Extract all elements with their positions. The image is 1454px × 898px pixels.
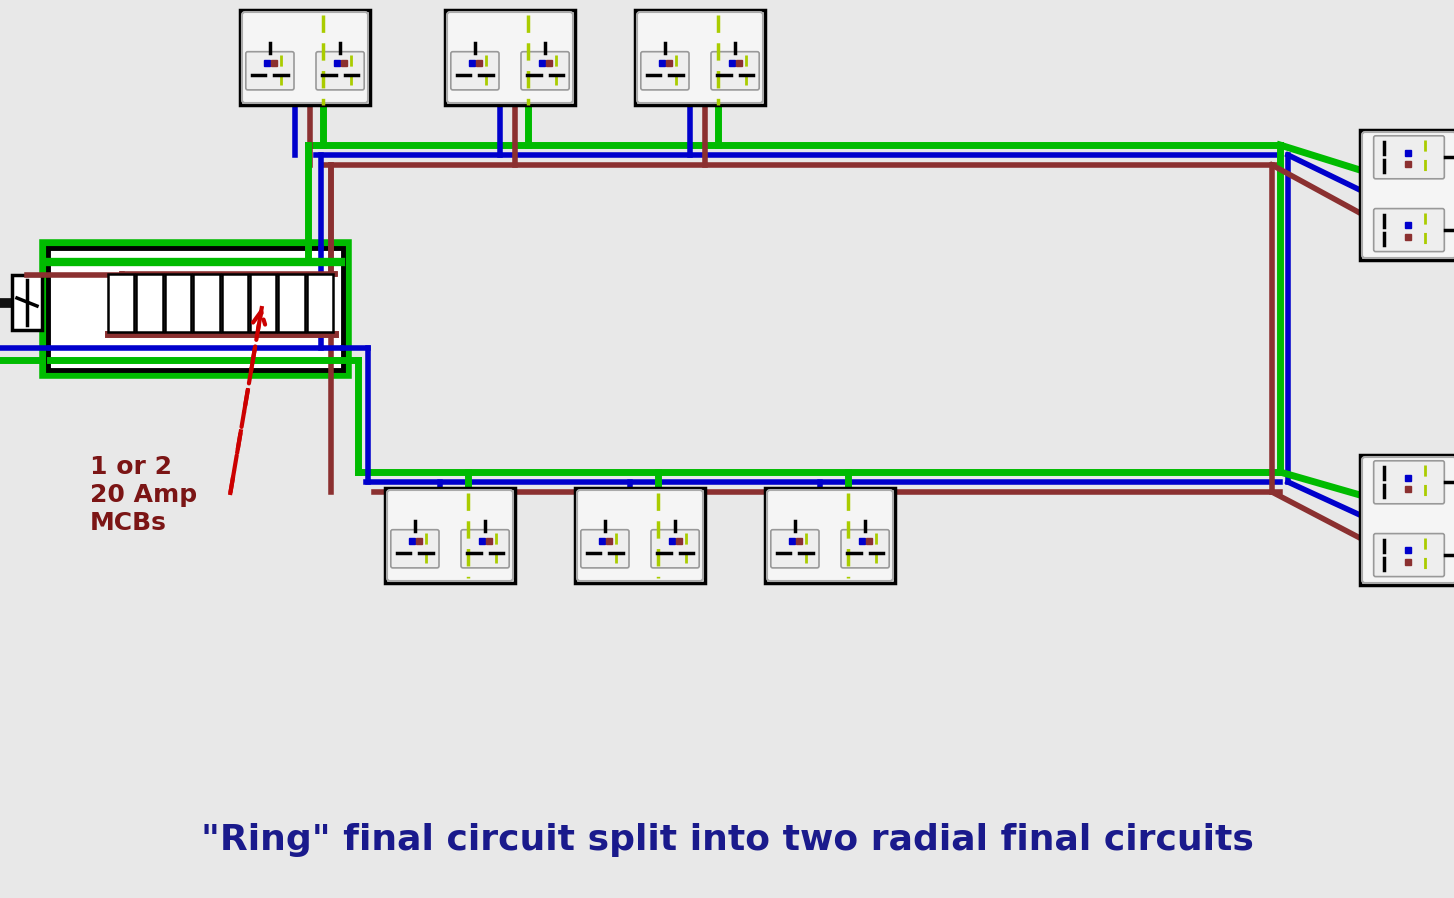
- Bar: [307, 274, 333, 332]
- Bar: [635, 10, 765, 105]
- Bar: [445, 10, 574, 105]
- FancyBboxPatch shape: [1374, 461, 1444, 504]
- FancyBboxPatch shape: [580, 530, 630, 568]
- FancyBboxPatch shape: [1374, 533, 1444, 577]
- FancyBboxPatch shape: [771, 530, 819, 568]
- FancyBboxPatch shape: [1374, 208, 1444, 251]
- FancyBboxPatch shape: [711, 52, 759, 90]
- Bar: [48, 248, 343, 370]
- FancyBboxPatch shape: [651, 530, 699, 568]
- Bar: [137, 274, 163, 332]
- Text: "Ring" final circuit split into two radial final circuits: "Ring" final circuit split into two radi…: [201, 823, 1253, 857]
- Bar: [12, 275, 42, 330]
- Bar: [221, 274, 247, 332]
- Text: 1 or 2
20 Amp
MCBs: 1 or 2 20 Amp MCBs: [90, 455, 198, 534]
- FancyBboxPatch shape: [577, 490, 702, 581]
- FancyBboxPatch shape: [1362, 132, 1454, 258]
- Bar: [250, 274, 276, 332]
- Bar: [278, 274, 305, 332]
- FancyBboxPatch shape: [768, 490, 893, 581]
- Bar: [193, 274, 220, 332]
- FancyBboxPatch shape: [246, 52, 294, 90]
- FancyBboxPatch shape: [241, 12, 368, 103]
- FancyBboxPatch shape: [391, 530, 439, 568]
- FancyBboxPatch shape: [446, 12, 573, 103]
- Bar: [1359, 130, 1454, 260]
- FancyBboxPatch shape: [316, 52, 364, 90]
- Bar: [574, 488, 705, 583]
- FancyBboxPatch shape: [1362, 457, 1454, 583]
- FancyBboxPatch shape: [1374, 136, 1444, 179]
- Bar: [164, 274, 190, 332]
- FancyBboxPatch shape: [387, 490, 513, 581]
- FancyBboxPatch shape: [451, 52, 499, 90]
- Bar: [42, 242, 349, 376]
- FancyBboxPatch shape: [840, 530, 890, 568]
- FancyBboxPatch shape: [637, 12, 763, 103]
- FancyBboxPatch shape: [641, 52, 689, 90]
- Bar: [108, 274, 134, 332]
- FancyBboxPatch shape: [521, 52, 569, 90]
- Bar: [240, 10, 369, 105]
- Bar: [765, 488, 896, 583]
- Bar: [385, 488, 515, 583]
- FancyBboxPatch shape: [461, 530, 509, 568]
- Bar: [1359, 455, 1454, 585]
